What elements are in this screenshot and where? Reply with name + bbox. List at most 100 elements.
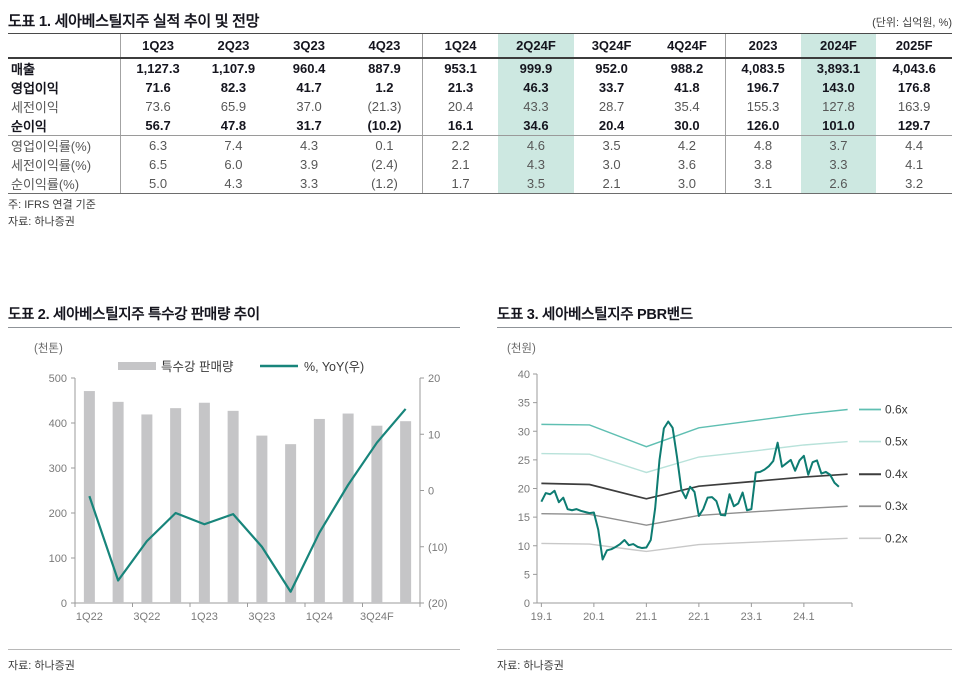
svg-text:5: 5 — [524, 569, 530, 581]
value-cell: 3.7 — [800, 135, 877, 155]
table1-source: 자료: 하나증권 — [8, 216, 75, 228]
value-cell: 1,107.9 — [211, 61, 256, 76]
value-cell: 41.8 — [674, 80, 700, 95]
value-cell: 2.1 — [422, 155, 499, 174]
svg-text:20.1: 20.1 — [583, 611, 604, 623]
value-cell: 21.3 — [422, 78, 499, 97]
value-cell: 30.0 — [649, 116, 725, 136]
svg-text:3Q24F: 3Q24F — [360, 611, 394, 623]
divider: 자료: 하나증권 — [8, 649, 460, 673]
value-cell: 56.7 — [119, 116, 196, 136]
value-cell: 1.2 — [375, 80, 394, 95]
value-cell: 35.4 — [674, 99, 700, 114]
value-cell: 155.3 — [724, 97, 801, 116]
divider — [497, 327, 952, 328]
pbr-band-chart-section: 도표 3. 세아베스틸지주 PBR밴드 (천원) 0 5 10 15 20 25 30 35 4… — [497, 303, 952, 675]
bar — [285, 444, 297, 603]
column-header: 2024F — [800, 33, 877, 59]
svg-text:30: 30 — [518, 426, 530, 438]
value-cell: 7.4 — [224, 138, 243, 153]
value-cell: 176.8 — [897, 80, 931, 95]
value-cell: 6.3 — [119, 135, 196, 155]
svg-text:3Q22: 3Q22 — [133, 611, 160, 623]
value-cell: 4.2 — [677, 138, 696, 153]
svg-text:400: 400 — [49, 418, 67, 430]
column-header: 1Q24 — [422, 33, 499, 59]
svg-text:(10): (10) — [428, 542, 448, 554]
pbr-band-chart: 0 5 10 15 20 25 30 35 40 19.1 20.1 21.1 22.1 23.1 24.1… — [518, 369, 908, 623]
value-cell: 82.3 — [220, 80, 247, 95]
value-cell: 37.0 — [296, 99, 322, 114]
svg-text:0: 0 — [428, 486, 434, 498]
value-cell: 4.8 — [724, 135, 801, 155]
value-cell: 960.4 — [292, 61, 326, 76]
svg-text:300: 300 — [49, 463, 67, 475]
value-cell: 3.1 — [724, 174, 801, 194]
band-label: 0.4x — [885, 467, 908, 481]
table1-title: 도표 1. 세아베스틸지주 실적 추이 및 전망 — [8, 13, 260, 30]
svg-text:20: 20 — [428, 373, 440, 385]
value-cell: 28.7 — [598, 99, 625, 114]
bar — [313, 418, 325, 603]
value-cell: 4.3 — [498, 155, 574, 174]
value-cell: 4.3 — [300, 138, 319, 153]
value-cell: 5.0 — [119, 174, 196, 194]
pbr-band-line — [541, 537, 848, 553]
value-cell: 4.6 — [498, 135, 574, 155]
value-cell: 4,083.5 — [724, 58, 801, 78]
value-cell: 953.1 — [422, 58, 499, 78]
bar — [198, 402, 210, 603]
divider — [8, 327, 460, 328]
chart3-title: 도표 3. 세아베스틸지주 PBR밴드 — [497, 307, 693, 323]
svg-text:(20): (20) — [428, 598, 448, 610]
band-label: 0.3x — [885, 499, 908, 513]
table1-unit-label: (단위: 십억원, %) — [872, 17, 952, 29]
row-label: 세전이익 — [11, 100, 59, 115]
svg-text:19.1: 19.1 — [531, 611, 552, 623]
value-cell: (2.4) — [371, 157, 398, 172]
value-cell: (10.2) — [346, 116, 423, 136]
value-cell: 129.7 — [876, 116, 952, 136]
pbr-band-line — [541, 473, 848, 500]
value-cell: 3,893.1 — [800, 58, 877, 78]
svg-text:10: 10 — [518, 541, 530, 553]
sales-volume-chart: 특수강 판매량%, YoY(우)0100200300400500(20)(10)… — [49, 360, 448, 623]
bar — [227, 410, 239, 603]
value-cell: 3.2 — [876, 174, 952, 194]
svg-text:35: 35 — [518, 398, 530, 410]
column-header: 3Q23 — [271, 33, 347, 59]
value-cell: 126.0 — [724, 116, 801, 136]
value-cell: 3.0 — [602, 157, 621, 172]
band-label: 0.6x — [885, 402, 908, 416]
column-header: 2Q23 — [195, 33, 272, 59]
svg-text:10: 10 — [428, 429, 440, 441]
svg-text:0: 0 — [61, 598, 67, 610]
value-cell: 1,127.3 — [119, 58, 196, 78]
pbr-band-line — [541, 408, 848, 448]
value-cell: 41.7 — [296, 80, 322, 95]
column-header: 3Q24F — [573, 33, 650, 59]
bar — [256, 435, 268, 603]
band-label: 0.2x — [885, 531, 908, 545]
value-cell: 143.0 — [800, 78, 877, 97]
bar — [400, 421, 412, 603]
financial-table: 1Q23 2Q23 3Q23 4Q23 1Q24 2Q24F 3Q24F 4Q24F 2023 2… — [8, 33, 952, 194]
bar — [141, 414, 153, 603]
value-cell: 3.9 — [300, 157, 319, 172]
chart2-source: 자료: 하나증권 — [8, 660, 75, 672]
value-cell: 73.6 — [119, 97, 196, 116]
bar — [342, 413, 354, 603]
value-cell: 3.3 — [271, 174, 347, 194]
svg-text:40: 40 — [518, 369, 530, 381]
value-cell: 33.7 — [598, 80, 625, 95]
row-label: 세전이익률(%) — [11, 158, 92, 173]
svg-text:1Q22: 1Q22 — [76, 611, 103, 623]
column-header: 4Q23 — [346, 33, 423, 59]
value-cell: 20.4 — [573, 116, 650, 136]
value-cell: 4.1 — [905, 157, 924, 172]
value-cell: 3.0 — [649, 174, 725, 194]
value-cell: 4.3 — [195, 174, 272, 194]
value-cell: 43.3 — [498, 97, 574, 116]
corner-cell — [8, 33, 120, 59]
